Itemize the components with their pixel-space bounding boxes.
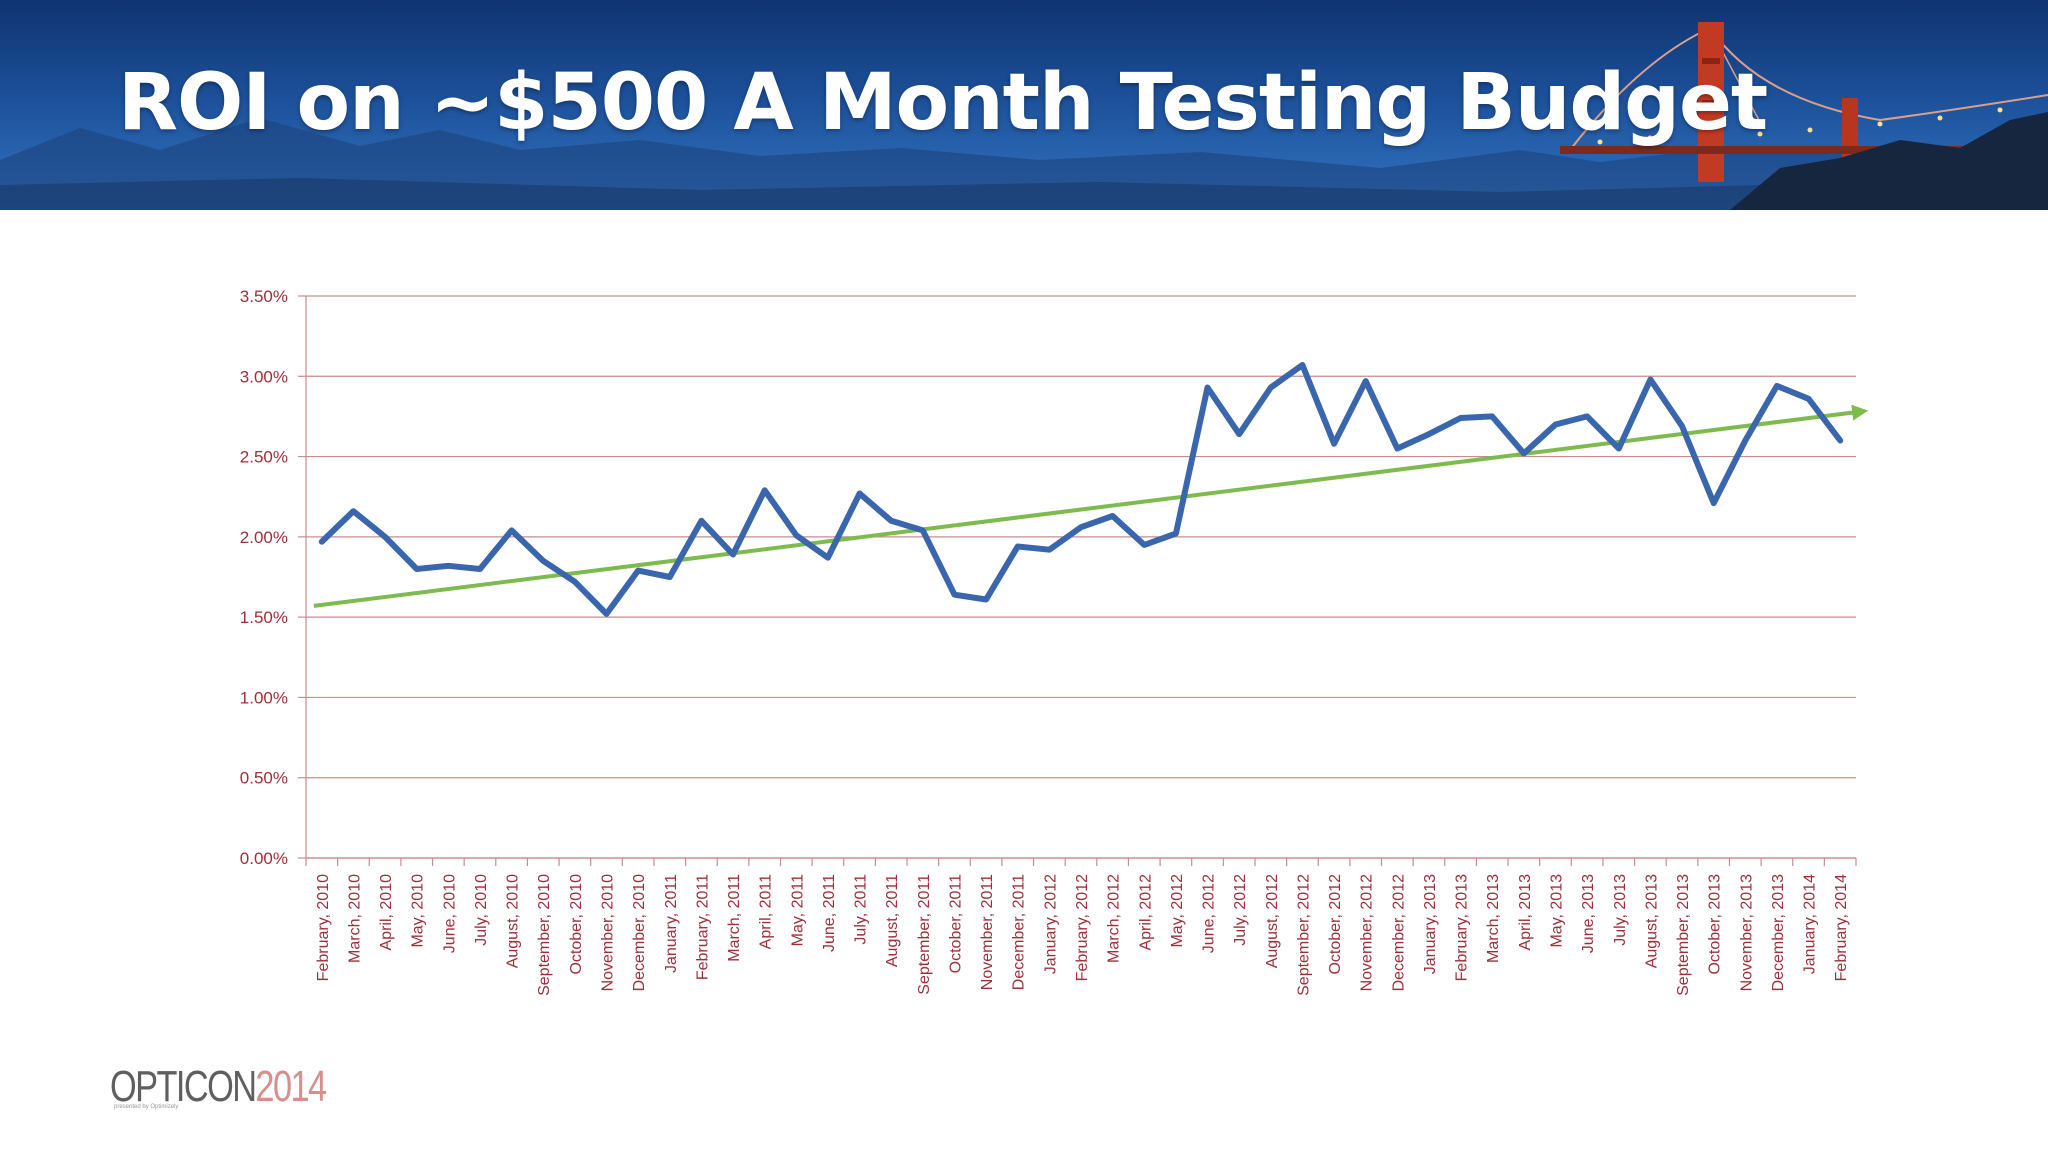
x-tick-label: March, 2011 (726, 874, 743, 962)
x-tick-label: March, 2013 (1485, 874, 1502, 963)
x-tick-label: August, 2013 (1643, 874, 1660, 968)
x-tick-label: January, 2014 (1802, 874, 1819, 974)
x-tick-label: September, 2010 (536, 874, 553, 996)
y-tick-label: 1.50% (240, 608, 288, 627)
y-tick-label: 1.00% (240, 688, 288, 707)
x-tick-label: June, 2011 (821, 874, 838, 952)
y-tick-label: 0.50% (240, 769, 288, 788)
y-tick-label: 3.50% (240, 287, 288, 306)
x-tick-label: February, 2013 (1454, 874, 1471, 981)
x-tick-label: November, 2011 (979, 874, 996, 990)
x-tick-label: February, 2012 (1074, 874, 1091, 981)
x-tick-label: July, 2010 (473, 874, 490, 946)
x-tick-label: March, 2010 (346, 874, 363, 963)
x-tick-label: September, 2013 (1675, 874, 1692, 996)
trend-line (313, 404, 1869, 608)
title-banner: ROI on ~$500 A Month Testing Budget (0, 0, 2048, 210)
opticon-logo: OPTICON2014 presented by Optimizely (110, 1062, 386, 1112)
logo-part2: 2014 (255, 1062, 327, 1111)
x-tick-label: April, 2010 (378, 874, 395, 951)
x-tick-label: September, 2012 (1295, 874, 1312, 996)
series-line (318, 362, 1844, 617)
x-tick-label: April, 2012 (1137, 874, 1154, 951)
x-tick-label: April, 2011 (758, 874, 775, 949)
x-tick-label: May, 2013 (1548, 874, 1565, 948)
x-tick-label: August, 2010 (505, 874, 522, 968)
x-tick-label: February, 2010 (315, 874, 332, 981)
x-tick-label: February, 2014 (1833, 874, 1850, 981)
x-tick-label: September, 2011 (916, 874, 933, 995)
x-tick-label: May, 2012 (1169, 874, 1186, 948)
x-tick-label: March, 2012 (1106, 874, 1123, 963)
x-tick-label: May, 2011 (789, 874, 806, 946)
x-tick-label: January, 2013 (1422, 874, 1439, 974)
x-tick-label: April, 2013 (1517, 874, 1534, 951)
x-tick-label: October, 2012 (1327, 874, 1344, 975)
x-tick-label: December, 2012 (1390, 874, 1407, 992)
logo-subtitle: presented by Optimizely (114, 1104, 179, 1110)
x-tick-label: July, 2013 (1612, 874, 1629, 946)
y-tick-label: 0.00% (240, 849, 288, 868)
x-tick-label: November, 2013 (1738, 874, 1755, 992)
x-tick-label: February, 2011 (694, 874, 711, 980)
x-tick-label: October, 2013 (1707, 874, 1724, 975)
logo-text: OPTICON2014 (110, 1062, 327, 1112)
roi-line-chart: 0.00% 0.50% 1.00% 1.50% 2.00% 2.50% 3.00% 3.50%… (240, 287, 1869, 996)
x-tick-label: October, 2010 (568, 874, 585, 975)
x-tick-label: May, 2010 (410, 874, 427, 948)
x-tick-label: August, 2011 (884, 874, 901, 967)
x-tick-label: December, 2011 (1011, 874, 1028, 990)
x-tick-label: June, 2013 (1580, 874, 1597, 953)
y-tick-label: 2.50% (240, 448, 288, 467)
golden-gate-bridge-image (0, 22, 2048, 210)
y-tick-label: 3.00% (240, 367, 288, 386)
x-tick-label: October, 2011 (947, 874, 964, 973)
x-tick-label: December, 2010 (631, 874, 648, 992)
x-tick-label: December, 2013 (1770, 874, 1787, 992)
x-tick-label: July, 2011 (853, 874, 870, 945)
logo-part1: OPTICON (110, 1062, 257, 1111)
x-tick-label: July, 2012 (1232, 874, 1249, 946)
x-tick-label: November, 2012 (1359, 874, 1376, 992)
y-tick-label: 2.00% (240, 528, 288, 547)
x-tick-label: August, 2012 (1264, 874, 1281, 968)
x-tick-label: November, 2010 (600, 874, 617, 992)
x-tick-label: January, 2011 (663, 874, 680, 973)
x-tick-label: June, 2010 (441, 874, 458, 953)
slide-title: ROI on ~$500 A Month Testing Budget (118, 58, 1768, 148)
x-tick-label: January, 2012 (1042, 874, 1059, 974)
x-tick-label: June, 2012 (1201, 874, 1218, 953)
